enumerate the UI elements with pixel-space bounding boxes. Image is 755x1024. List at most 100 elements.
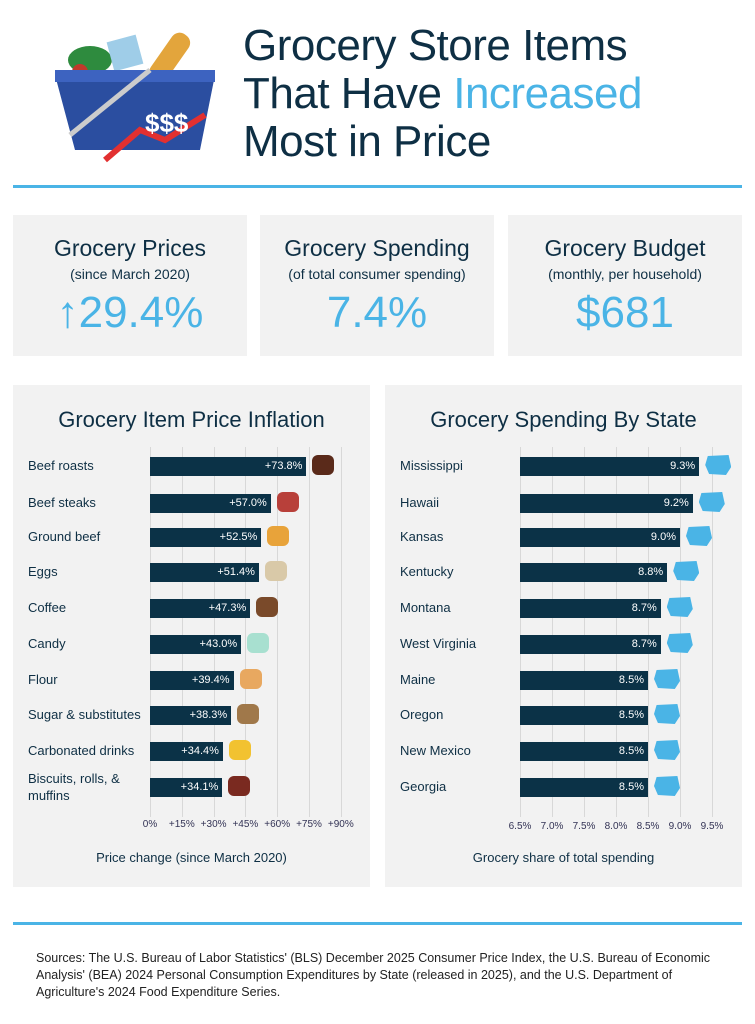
state-shape-icon bbox=[698, 492, 725, 512]
stat-value: $681 bbox=[576, 288, 674, 337]
x-tick-label: +90% bbox=[327, 819, 354, 830]
state-shape-icon bbox=[673, 561, 700, 581]
stat-heading: Grocery Prices bbox=[53, 235, 207, 261]
bar-value-label: 9.2% bbox=[663, 497, 689, 509]
flour-bag-icon bbox=[239, 669, 262, 689]
x-tick-label: 9.0% bbox=[668, 821, 692, 832]
bar-value-label: +34.1% bbox=[180, 781, 219, 793]
gridline bbox=[616, 447, 617, 817]
category-label: Maine bbox=[400, 672, 436, 687]
category-label: Mississippi bbox=[400, 458, 463, 473]
gridline bbox=[584, 447, 585, 817]
category-label: Georgia bbox=[400, 779, 447, 794]
chart-title: Grocery Spending By State bbox=[430, 407, 697, 432]
state-spending-chart: Grocery Spending By State Grocery share … bbox=[385, 385, 742, 887]
bar bbox=[520, 742, 648, 761]
category-label: Kentucky bbox=[400, 564, 454, 579]
stat-card-grocery-spending: Grocery Spending (of total consumer spen… bbox=[260, 215, 494, 356]
price-inflation-chart: Grocery Item Price Inflation Price chang… bbox=[13, 385, 370, 887]
t-bone-icon bbox=[276, 492, 299, 512]
gridline bbox=[552, 447, 553, 817]
stat-heading: Grocery Budget bbox=[544, 235, 706, 261]
x-tick-label: +75% bbox=[296, 819, 322, 830]
bar-value-label: 8.8% bbox=[638, 566, 664, 578]
bar bbox=[150, 706, 232, 725]
category-label: Hawaii bbox=[400, 495, 440, 510]
category-label: Eggs bbox=[28, 564, 58, 579]
x-tick-label: 9.5% bbox=[700, 821, 724, 832]
grocery-basket-logo: $$$ bbox=[50, 20, 230, 170]
up-arrow-icon: ↑ bbox=[56, 288, 79, 337]
x-axis-label: Price change (since March 2020) bbox=[96, 850, 287, 865]
bar bbox=[150, 494, 271, 513]
svg-text:$$$: $$$ bbox=[145, 108, 189, 138]
stat-subheading: (since March 2020) bbox=[70, 266, 190, 282]
bar-value-label: +51.4% bbox=[217, 566, 255, 578]
bar-value-label: +52.5% bbox=[219, 531, 258, 543]
bar bbox=[520, 563, 668, 582]
gridline bbox=[150, 447, 151, 817]
state-shape-icon bbox=[666, 633, 693, 653]
state-shape-icon bbox=[654, 669, 680, 689]
category-label: Coffee bbox=[28, 600, 67, 615]
x-axis-label: Grocery share of total spending bbox=[472, 850, 655, 865]
bar-value-label: 8.7% bbox=[631, 602, 657, 614]
state-shape-icon bbox=[654, 740, 680, 760]
stat-subheading: (monthly, per household) bbox=[548, 266, 702, 282]
bar-value-label: +47.3% bbox=[208, 602, 247, 614]
gridline bbox=[213, 447, 215, 817]
bar-value-label: 8.5% bbox=[618, 709, 644, 721]
stat-heading: Grocery Spending bbox=[284, 235, 470, 261]
bar bbox=[150, 671, 234, 690]
sources-note: Sources: The U.S. Bureau of Labor Statis… bbox=[36, 951, 711, 999]
divider bbox=[13, 185, 742, 188]
bar-value-label: +73.8% bbox=[264, 460, 303, 472]
bar-value-label: 8.5% bbox=[618, 674, 644, 686]
bar-value-label: 8.7% bbox=[631, 638, 657, 650]
bar bbox=[150, 528, 262, 547]
page-title: Grocery Store Items That Have Increased … bbox=[243, 21, 642, 166]
soda-can-icon bbox=[228, 740, 251, 760]
stat-card-grocery-budget: Grocery Budget (monthly, per household) … bbox=[508, 215, 742, 356]
bar bbox=[150, 778, 223, 797]
bar bbox=[520, 494, 693, 513]
x-tick-label: +15% bbox=[168, 819, 195, 830]
category-label: Sugar & substitutes bbox=[28, 707, 141, 722]
bar bbox=[150, 742, 223, 761]
gridline bbox=[680, 447, 681, 817]
bar bbox=[150, 599, 251, 618]
x-tick-label: +60% bbox=[264, 819, 291, 830]
x-tick-label: 6.5% bbox=[508, 821, 532, 832]
bar-value-label: 9.3% bbox=[670, 460, 696, 472]
steak-icon bbox=[312, 455, 335, 475]
x-tick-label: 0% bbox=[142, 819, 158, 830]
state-shape-icon bbox=[666, 597, 693, 617]
bar bbox=[520, 635, 661, 654]
bar bbox=[520, 706, 648, 725]
bar bbox=[520, 528, 680, 547]
bar bbox=[520, 671, 648, 690]
x-tick-label: +45% bbox=[232, 819, 259, 830]
gridline bbox=[309, 447, 310, 817]
state-shape-icon bbox=[705, 455, 732, 475]
state-shape-icon bbox=[654, 776, 680, 796]
category-label: Ground beef bbox=[28, 529, 101, 544]
category-label: Montana bbox=[400, 600, 451, 615]
x-tick-label: +30% bbox=[200, 819, 227, 830]
egg-carton-icon bbox=[264, 561, 287, 581]
x-tick-label: 8.0% bbox=[604, 821, 628, 832]
category-label: New Mexico bbox=[400, 743, 471, 758]
stat-subheading: (of total consumer spending) bbox=[288, 266, 466, 282]
state-shape-icon bbox=[654, 704, 680, 724]
bar-value-label: +43.0% bbox=[199, 638, 238, 650]
bar bbox=[150, 563, 259, 582]
category-label: Beef roasts bbox=[28, 458, 94, 473]
bar bbox=[520, 599, 661, 618]
bar-value-label: 9.0% bbox=[650, 531, 676, 543]
chart-title: Grocery Item Price Inflation bbox=[58, 407, 325, 432]
category-label: Candy bbox=[28, 636, 66, 651]
bar bbox=[150, 635, 242, 654]
bar bbox=[150, 457, 307, 476]
category-label: West Virginia bbox=[400, 636, 477, 651]
gridline bbox=[520, 447, 521, 817]
